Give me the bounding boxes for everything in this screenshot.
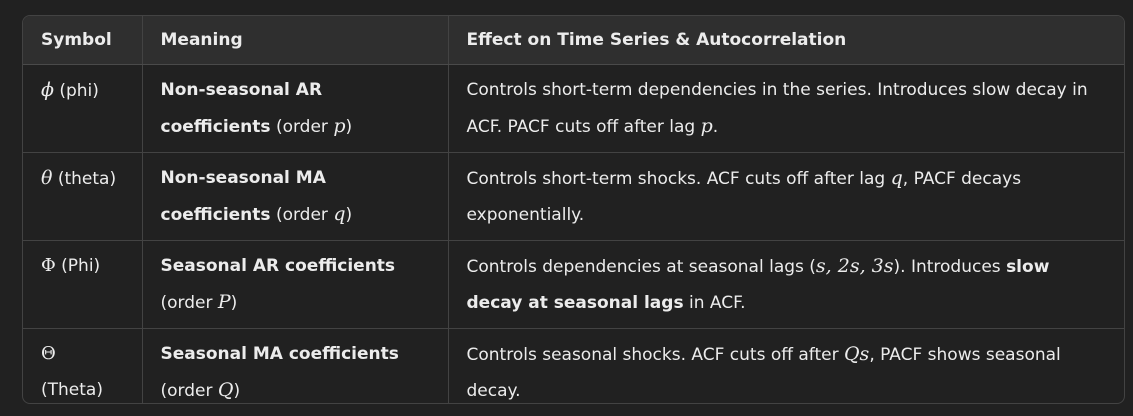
effect-cell: Controls seasonal shocks. ACF cuts off a…: [448, 329, 1124, 404]
effect-cell: Controls dependencies at seasonal lags (…: [448, 240, 1124, 329]
meaning-close: ): [230, 293, 238, 313]
effect-text: Controls short-term shocks. ACF cuts off…: [466, 169, 891, 189]
meaning-cell: Seasonal MA coefficients (order Q): [142, 328, 449, 403]
symbol-glyph: Θ: [41, 343, 56, 364]
symbol-name: (phi): [59, 81, 99, 101]
meaning-title: Seasonal MA coefficients: [160, 344, 399, 364]
symbol-glyph: Φ: [41, 255, 56, 276]
effect-variable: Qs: [843, 343, 870, 365]
meaning-order-label: (order: [160, 381, 218, 401]
effect-text-end: .: [712, 117, 719, 137]
symbol-cell: ϕ (phi): [23, 64, 143, 153]
effect-text-end: in ACF.: [683, 293, 746, 313]
header-effect: Effect on Time Series & Autocorrelation: [448, 16, 1124, 65]
order-variable: p: [333, 115, 346, 137]
effect-text: Controls dependencies at seasonal lags (: [466, 257, 816, 277]
table-row: ϕ (phi) Non-seasonal AR coefficients (or…: [23, 64, 1124, 153]
header-meaning: Meaning: [142, 16, 449, 65]
symbol-name: (Theta): [41, 380, 103, 400]
meaning-cell: Non-seasonal AR coefficients (order p): [142, 64, 449, 153]
order-variable: P: [217, 291, 231, 313]
table-row: Φ (Phi) Seasonal AR coefficients (order …: [23, 240, 1124, 329]
symbol-name: (theta): [57, 169, 117, 189]
symbol-cell: Φ (Phi): [23, 240, 143, 329]
effect-cell: Controls short-term dependencies in the …: [448, 64, 1124, 153]
effect-emphasis: slow decay at seasonal lags: [466, 257, 1050, 313]
meaning-close: ): [233, 381, 241, 401]
effect-variable: s, 2s, 3s: [815, 255, 894, 277]
meaning-close: ): [345, 117, 353, 137]
header-row: Symbol Meaning Effect on Time Series & A…: [23, 16, 1124, 65]
meaning-order-label: (order: [275, 205, 334, 225]
meaning-order-label: (order: [275, 117, 334, 137]
header-symbol: Symbol: [23, 16, 143, 65]
meaning-title: Seasonal AR coefficients: [160, 256, 396, 276]
symbol-glyph: ϕ: [41, 79, 54, 101]
meaning-close: ): [345, 205, 353, 225]
effect-text: Controls seasonal shocks. ACF cuts off a…: [466, 345, 844, 365]
effect-variable: p: [700, 115, 713, 137]
symbol-cell: Θ (Theta): [23, 328, 143, 403]
table: Symbol Meaning Effect on Time Series & A…: [23, 16, 1124, 404]
symbol-glyph: θ: [41, 167, 53, 189]
meaning-cell: Seasonal AR coefficients (order P): [142, 240, 449, 329]
effect-cell: Controls short-term shocks. ACF cuts off…: [448, 152, 1124, 241]
meaning-title: Non-seasonal MA coefficients: [160, 168, 326, 225]
effect-text: Controls short-term dependencies in the …: [466, 80, 1088, 137]
meaning-order-label: (order: [160, 293, 218, 313]
order-variable: Q: [217, 379, 234, 401]
parameters-table: Symbol Meaning Effect on Time Series & A…: [22, 15, 1125, 404]
table-row: Θ (Theta) Seasonal MA coefficients (order…: [23, 328, 1124, 404]
effect-text-mid: ). Introduces: [893, 257, 1007, 277]
effect-text-end: , PACF shows seasonal decay.: [466, 345, 1061, 401]
effect-variable: q: [890, 167, 903, 189]
table-row: θ (theta) Non-seasonal MA coefficients (…: [23, 152, 1124, 241]
order-variable: q: [333, 203, 346, 225]
effect-text-end: , PACF decays exponentially.: [466, 169, 1022, 225]
meaning-title: Non-seasonal AR coefficients: [160, 80, 323, 137]
meaning-cell: Non-seasonal MA coefficients (order q): [142, 152, 449, 241]
symbol-name: (Phi): [61, 256, 101, 276]
symbol-cell: θ (theta): [23, 152, 143, 241]
